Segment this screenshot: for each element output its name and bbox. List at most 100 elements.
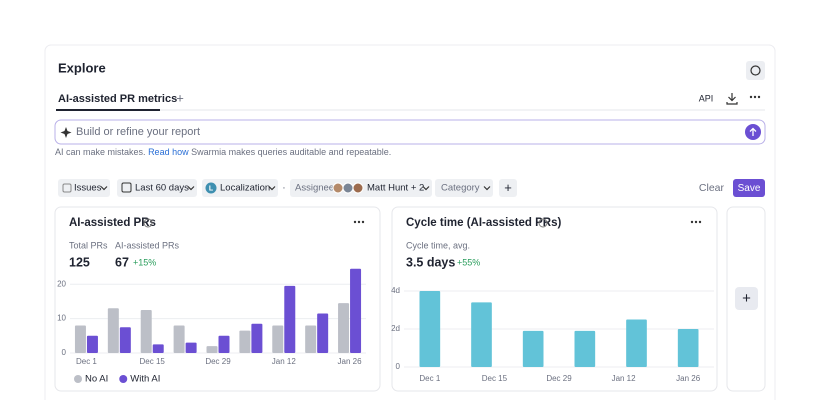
page-title: Explore (58, 60, 106, 75)
add-widget-button[interactable] (735, 287, 758, 310)
bar (305, 325, 317, 353)
stat-label: AI-assisted PRs (115, 240, 180, 250)
add-tab[interactable]: + (176, 90, 184, 105)
bar (173, 325, 185, 353)
save-button[interactable] (733, 179, 765, 197)
assignee-value: Matt Hunt + 2 (367, 183, 424, 194)
bar (317, 313, 329, 353)
active-tab[interactable]: AI-assisted PR metrics (58, 93, 177, 105)
stat-change: +55% (457, 257, 480, 267)
info-icon[interactable] (143, 218, 153, 228)
bar (119, 327, 131, 353)
chevron (483, 186, 491, 191)
assignee-label: Assignee (295, 183, 334, 194)
bar (86, 335, 98, 353)
bar (626, 319, 647, 367)
x-tick-label: Dec 29 (546, 374, 572, 383)
avatar (342, 182, 354, 194)
widget-menu[interactable] (690, 220, 702, 224)
chevron (187, 186, 195, 191)
note-link[interactable]: Read how (148, 147, 189, 157)
add-widget-label: + (742, 290, 751, 307)
stat-label: Cycle time, avg. (406, 240, 470, 250)
bar (185, 342, 197, 353)
filter-separator: · (282, 182, 286, 194)
bar (140, 310, 152, 353)
team-badge-letter: L (209, 185, 214, 192)
bar (522, 330, 544, 367)
history-icon (750, 65, 761, 76)
bar (574, 330, 596, 367)
search-placeholder: Build or refine your report (76, 126, 200, 138)
x-tick-label: Dec 15 (482, 374, 508, 383)
team-chip[interactable] (202, 179, 278, 197)
stat-value: 67 (115, 255, 129, 269)
x-tick-label: Dec 15 (140, 357, 166, 366)
history-button[interactable] (746, 61, 765, 80)
x-tick-label: Jan 12 (272, 357, 297, 366)
x-tick-label: Jan 26 (676, 374, 701, 383)
bar (206, 346, 218, 353)
submit-arrow (749, 127, 757, 136)
bar (152, 344, 164, 353)
avatar (352, 182, 364, 194)
x-tick-label: Dec 29 (205, 357, 231, 366)
calendar-icon (121, 182, 132, 193)
period-label: Last 60 days (135, 183, 189, 194)
bar (239, 330, 251, 353)
bar (251, 323, 263, 353)
clear-button[interactable]: Clear (699, 182, 725, 194)
chevron (268, 186, 276, 191)
bar (677, 329, 699, 367)
bar (218, 335, 230, 353)
tab-menu[interactable] (749, 95, 761, 99)
issues-chip[interactable] (58, 179, 110, 197)
avatar (332, 182, 344, 194)
ai-note: AI can make mistakes. Read how Swarmia m… (55, 147, 391, 157)
chevron (100, 186, 108, 191)
bar (350, 268, 362, 353)
stat-value: 3.5 days (406, 255, 455, 269)
category-label: Category (441, 183, 480, 194)
y-tick-label: 20 (57, 279, 66, 288)
bar (471, 302, 492, 367)
team-badge (205, 182, 217, 194)
legend-swatch (119, 375, 128, 383)
search-box[interactable] (54, 119, 766, 145)
issues-label: Issues (74, 183, 102, 194)
legend-label: With AI (130, 374, 160, 385)
bar (272, 325, 284, 353)
issues-icon (62, 183, 72, 193)
bar (107, 308, 119, 353)
note-rest: Swarmia makes queries auditable and repe… (191, 147, 391, 157)
download-icon[interactable] (726, 93, 738, 105)
save-label: Save (738, 183, 761, 194)
y-tick-label: 4d (391, 286, 400, 295)
bar (419, 291, 441, 367)
category-chip[interactable] (435, 179, 493, 197)
add-filter-label: + (504, 180, 512, 195)
y-tick-label: 0 (62, 348, 67, 357)
api-button[interactable]: API (699, 93, 714, 103)
x-tick-label: Jan 26 (338, 357, 363, 366)
widget-title: AI-assisted PRs (69, 217, 156, 229)
team-label: Localization (220, 183, 270, 194)
bar (284, 285, 296, 353)
stat-label: Total PRs (69, 240, 108, 250)
x-tick-label: Jan 12 (612, 374, 637, 383)
info-icon[interactable] (538, 218, 548, 228)
widget-card (391, 206, 718, 392)
filter-bar: Issues Last 60 days L Localization · Ass… (58, 179, 765, 197)
y-tick-label: 2d (391, 324, 400, 333)
period-chip[interactable] (117, 179, 197, 197)
stat-change: +15% (133, 257, 156, 267)
add-filter-button[interactable] (499, 179, 517, 197)
stat-value: 125 (69, 255, 90, 269)
legend-swatch (74, 375, 82, 383)
y-tick-label: 0 (396, 362, 401, 371)
widget-menu[interactable] (353, 220, 365, 224)
note-text: AI can make mistakes. (55, 147, 146, 157)
bar (74, 325, 86, 353)
